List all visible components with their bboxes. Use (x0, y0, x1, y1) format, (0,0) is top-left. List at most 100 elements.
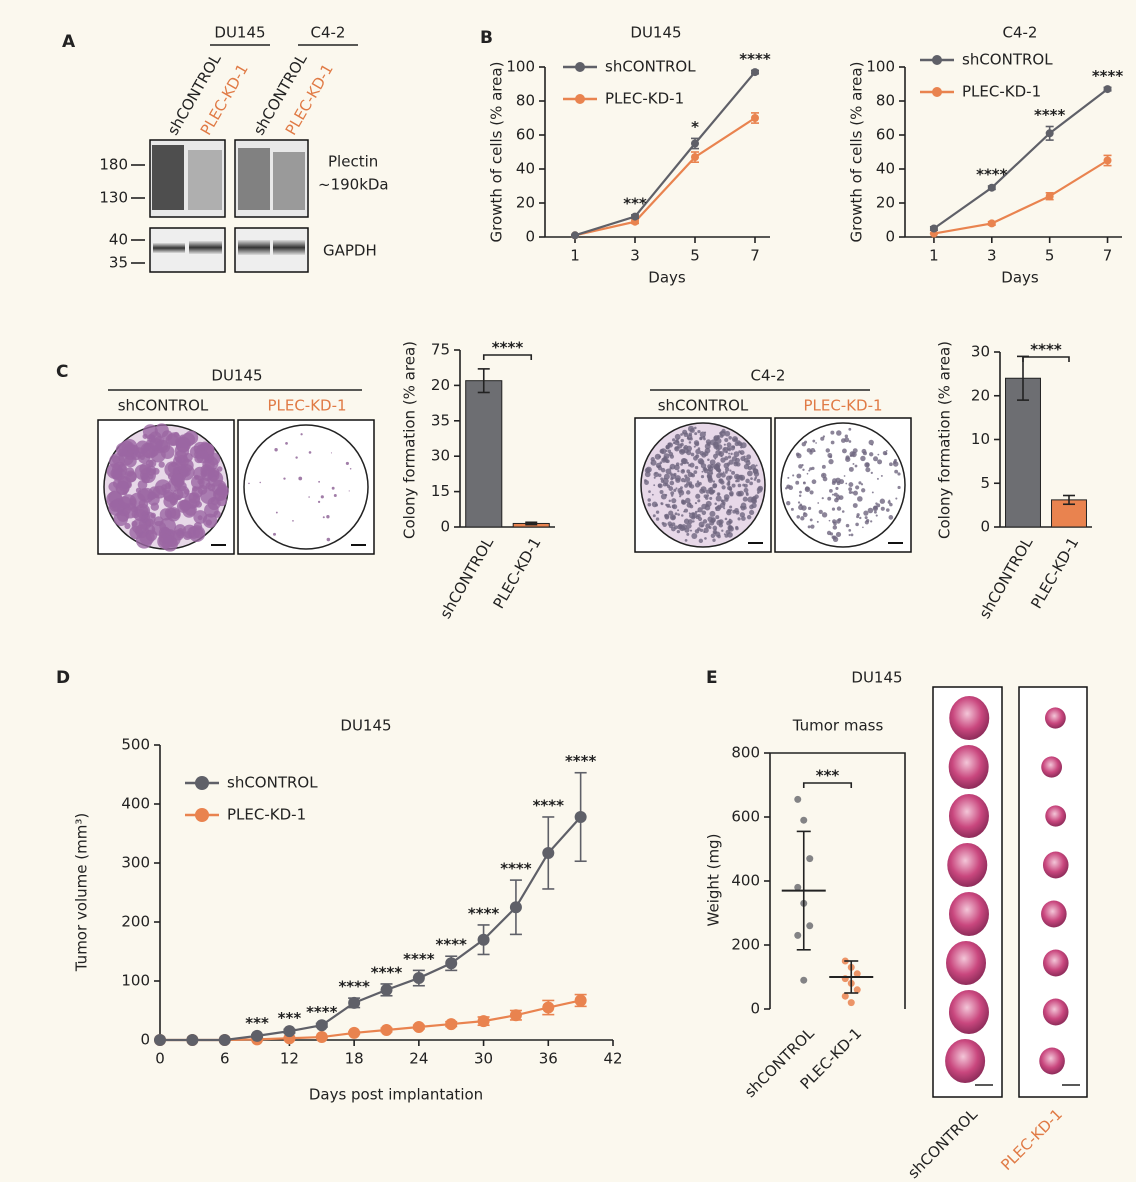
colony (875, 514, 878, 517)
colony (747, 470, 753, 477)
colony (670, 526, 676, 532)
colony (686, 523, 692, 529)
colony (670, 491, 675, 496)
colony (746, 454, 752, 460)
colony (830, 440, 835, 445)
band (238, 240, 270, 255)
colony (827, 496, 832, 501)
colony (736, 462, 741, 467)
colony (737, 517, 741, 521)
colony (879, 498, 886, 504)
colony (192, 494, 198, 500)
colony (848, 440, 852, 443)
colony (710, 439, 717, 446)
x-tick-label: 18 (345, 1050, 364, 1068)
colony (298, 476, 303, 481)
colony (694, 501, 698, 505)
colony (679, 448, 686, 455)
significance-bracket (802, 782, 853, 788)
colony (743, 506, 747, 510)
colony (836, 506, 842, 511)
colony (800, 516, 805, 521)
colony (888, 515, 894, 520)
colony (860, 455, 866, 462)
colony (707, 468, 710, 472)
colony (704, 447, 711, 454)
colony (827, 452, 833, 458)
colony (691, 533, 698, 539)
colony (682, 429, 688, 435)
colony (706, 474, 712, 479)
y-tick-label: 35 (431, 411, 450, 429)
colony (724, 430, 731, 437)
colony (715, 446, 718, 449)
colony (326, 537, 331, 542)
colony (812, 439, 816, 443)
annotation: **** (1034, 106, 1066, 124)
data-point (1103, 85, 1112, 94)
colony (655, 510, 660, 514)
x-tick-label: 3 (987, 247, 997, 265)
colony (667, 449, 672, 454)
colony (799, 490, 802, 494)
colony (196, 450, 210, 464)
colony (712, 525, 718, 531)
x-tick-label: 12 (280, 1050, 299, 1068)
colony (695, 454, 700, 459)
colony (686, 502, 692, 508)
band (152, 145, 184, 210)
colony (714, 506, 718, 510)
colony (694, 465, 699, 470)
colony (727, 448, 732, 452)
y-tick-label: 0 (750, 1000, 760, 1018)
colony (848, 490, 852, 495)
colony (680, 462, 684, 466)
colony (684, 448, 689, 454)
colony (181, 501, 191, 511)
x-tick-label: 1 (929, 247, 939, 265)
y-tick-label: 200 (121, 913, 150, 931)
annotation: **** (500, 860, 532, 878)
colony (845, 482, 848, 485)
data-point (218, 1034, 231, 1046)
colony (681, 469, 685, 473)
colony (179, 434, 186, 440)
colony (739, 450, 745, 456)
colony (180, 466, 191, 478)
legend-marker (932, 55, 942, 65)
colony (131, 520, 138, 527)
colony (197, 484, 208, 495)
data-point (806, 922, 814, 930)
colony (831, 507, 836, 511)
colony (728, 435, 732, 440)
y-tick-label: 80 (876, 92, 895, 110)
y-tick-label: 60 (876, 126, 895, 144)
colony (727, 455, 732, 459)
colony (749, 504, 754, 510)
colony (792, 474, 795, 477)
colony (734, 461, 738, 465)
colony (786, 500, 791, 506)
colony (889, 462, 893, 467)
colony (865, 467, 871, 473)
band (273, 240, 305, 255)
y-tick-label: 10 (971, 430, 990, 448)
colony (248, 482, 250, 485)
colony (730, 452, 733, 456)
colony (815, 442, 817, 444)
colony (686, 532, 690, 536)
colony (678, 523, 683, 529)
colony (683, 445, 689, 450)
annotation: **** (403, 950, 435, 968)
series-line (933, 159, 1109, 235)
y-tick-label: 500 (121, 736, 150, 754)
colony (821, 512, 828, 518)
data-point (542, 1001, 555, 1014)
colony (691, 512, 698, 519)
colony (670, 477, 674, 481)
colony (749, 481, 754, 486)
colony (719, 431, 723, 435)
data-point (751, 114, 759, 122)
bar (1005, 377, 1041, 528)
colony (669, 480, 675, 486)
